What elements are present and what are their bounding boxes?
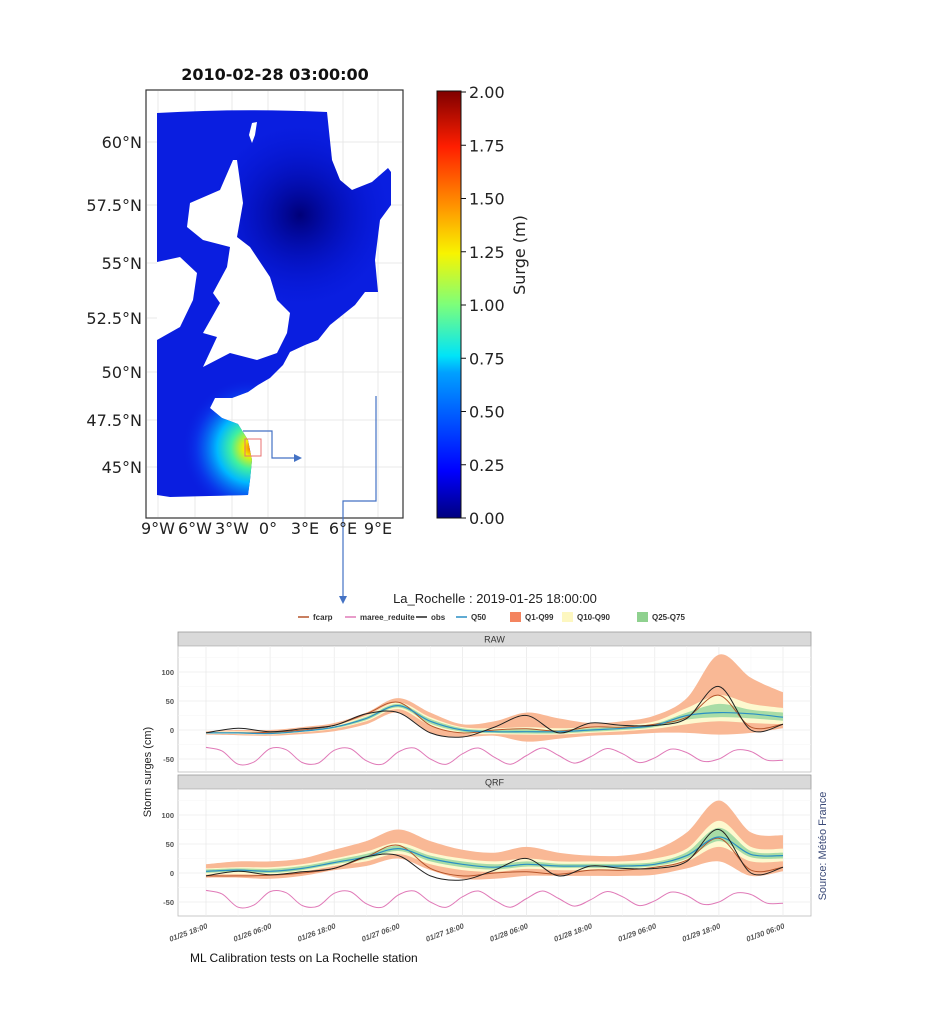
legend-item-q10-q90: Q10-Q90 (562, 612, 610, 622)
legend-item-q25-q75: Q25-Q75 (637, 612, 685, 622)
y-tick-label: 0 (170, 869, 174, 878)
series-fcarp (205, 837, 784, 877)
colorbar: 2.00 1.75 1.50 1.25 1.00 0.75 0.50 0.25 0.00 Sur… (436, 83, 529, 528)
land-ireland (157, 257, 197, 340)
y-axis-label: Storm surges (cm) (142, 727, 154, 817)
x-tick-label: 01/27 18:00 (424, 921, 465, 943)
latitude-tick-label: 55°N (102, 254, 142, 273)
legend-item-obs: obs (416, 613, 446, 622)
latitude-tick-label: 50°N (102, 363, 142, 382)
latitude-tick-label: 60°N (102, 133, 142, 152)
colorbar-tick-label: 1.25 (469, 243, 505, 262)
series-fcarp (205, 694, 784, 734)
panel-strip-label: QRF (485, 778, 505, 788)
series-obs (205, 828, 784, 881)
x-tick-label: 01/29 06:00 (617, 921, 658, 943)
colorbar-tick-label: 0.50 (469, 403, 505, 422)
series-maree-reduite (205, 746, 784, 766)
panel-qrf: QRF 100 50 0 -50 (161, 774, 812, 917)
x-tick-labels: 01/25 18:00 01/26 06:00 01/26 18:00 01/27 0… (168, 921, 786, 943)
x-tick-label: 01/26 06:00 (232, 921, 273, 943)
legend-label: obs (431, 613, 446, 622)
legend-label: fcarp (313, 613, 333, 622)
longitude-tick-label: 3°W (215, 519, 249, 538)
latitude-tick-label: 47.5°N (86, 411, 142, 430)
colorbar-tick-label: 0.25 (469, 456, 505, 475)
y-tick-label: 50 (166, 840, 174, 849)
source-credit: Source: Météo France (817, 792, 829, 901)
panel-raw: RAW 100 50 0 -50 (161, 631, 812, 773)
panel-strip-label: RAW (484, 635, 505, 645)
y-tick-label: -50 (163, 898, 174, 907)
x-tick-label: 01/28 06:00 (489, 921, 530, 943)
connector-arrow-right (243, 430, 302, 462)
figure-caption: ML Calibration tests on La Rochelle stat… (190, 951, 418, 965)
x-tick-label: 01/25 18:00 (168, 921, 209, 943)
chart-legend: fcarp maree_reduite obs Q50 Q1-Q99 Q10-Q90 Q25… (298, 612, 685, 622)
x-tick-label: 01/30 06:00 (745, 921, 786, 943)
band-q25-q75 (206, 827, 783, 874)
legend-label: Q50 (471, 613, 487, 622)
land-shetland (249, 122, 257, 143)
longitude-ticks: 9°W 6°W 3°W 0° 3°E 6°E 9°E (141, 519, 392, 538)
land-great-britain (187, 160, 290, 367)
latitude-tick-label: 45°N (102, 458, 142, 477)
longitude-tick-label: 9°W (141, 519, 175, 538)
colorbar-gradient (436, 90, 462, 519)
colorbar-tick-label: 0.75 (469, 349, 505, 368)
colorbar-tick-label: 1.75 (469, 136, 505, 155)
legend-item-maree-reduite: maree_reduite (345, 613, 415, 622)
longitude-tick-label: 6°E (329, 519, 357, 538)
colorbar-tick-label: 2.00 (469, 83, 505, 102)
series-q50 (205, 704, 784, 735)
la-rochelle-highlight-box (244, 438, 262, 457)
longitude-tick-label: 6°W (178, 519, 212, 538)
longitude-tick-label: 0° (259, 519, 277, 538)
chart-title: La_Rochelle : 2019-01-25 18:00:00 (393, 591, 597, 606)
series-obs (205, 685, 784, 738)
band-q25-q75 (206, 703, 783, 735)
latitude-tick-label: 52.5°N (86, 309, 142, 328)
legend-item-q50: Q50 (456, 613, 487, 622)
x-tick-label: 01/28 18:00 (553, 921, 594, 943)
colorbar-ticks: 2.00 1.75 1.50 1.25 1.00 0.75 0.50 0.25 0.00 (461, 83, 505, 528)
band-q10-q90 (206, 695, 783, 735)
y-tick-label: 100 (161, 668, 174, 677)
colorbar-tick-label: 1.50 (469, 190, 505, 209)
x-tick-label: 01/27 06:00 (360, 921, 401, 943)
longitude-tick-label: 3°E (291, 519, 319, 538)
map-title: 2010-02-28 03:00:00 (181, 65, 369, 84)
map-panel: 60°N57.5°N55°N52.5°N50°N47.5°N45°N 9°W 6°… (86, 89, 404, 604)
legend-label: Q1-Q99 (525, 613, 554, 622)
series-maree-reduite (205, 889, 784, 909)
series-q50 (205, 836, 784, 872)
latitude-ticks: 60°N 57.5°N 55°N 52.5°N 50°N 47.5°N 45°N (86, 133, 142, 477)
connector-arrow-down (339, 396, 377, 604)
legend-fill-swatch (562, 612, 573, 622)
latitude-tick-label: 57.5°N (86, 196, 142, 215)
y-tick-label: -50 (163, 755, 174, 764)
legend-fill-swatch (510, 612, 521, 622)
legend-item-q1-q99: Q1-Q99 (510, 612, 554, 622)
x-tick-label: 01/26 18:00 (296, 921, 337, 943)
x-tick-label: 01/29 18:00 (681, 921, 722, 943)
colorbar-label: Surge (m) (510, 215, 529, 295)
y-tick-label: 100 (161, 811, 174, 820)
chart-panels: RAW 100 50 0 -50 QRF 100 50 0 -50 (161, 631, 812, 917)
legend-label: Q25-Q75 (652, 613, 685, 622)
longitude-tick-label: 9°E (364, 519, 392, 538)
y-tick-label: 50 (166, 697, 174, 706)
colorbar-tick-label: 1.00 (469, 296, 505, 315)
legend-label: Q10-Q90 (577, 613, 610, 622)
y-tick-label: 0 (170, 726, 174, 735)
legend-label: maree_reduite (360, 613, 415, 622)
legend-item-fcarp: fcarp (298, 613, 333, 622)
colorbar-tick-label: 0.00 (469, 509, 505, 528)
legend-fill-swatch (637, 612, 648, 622)
